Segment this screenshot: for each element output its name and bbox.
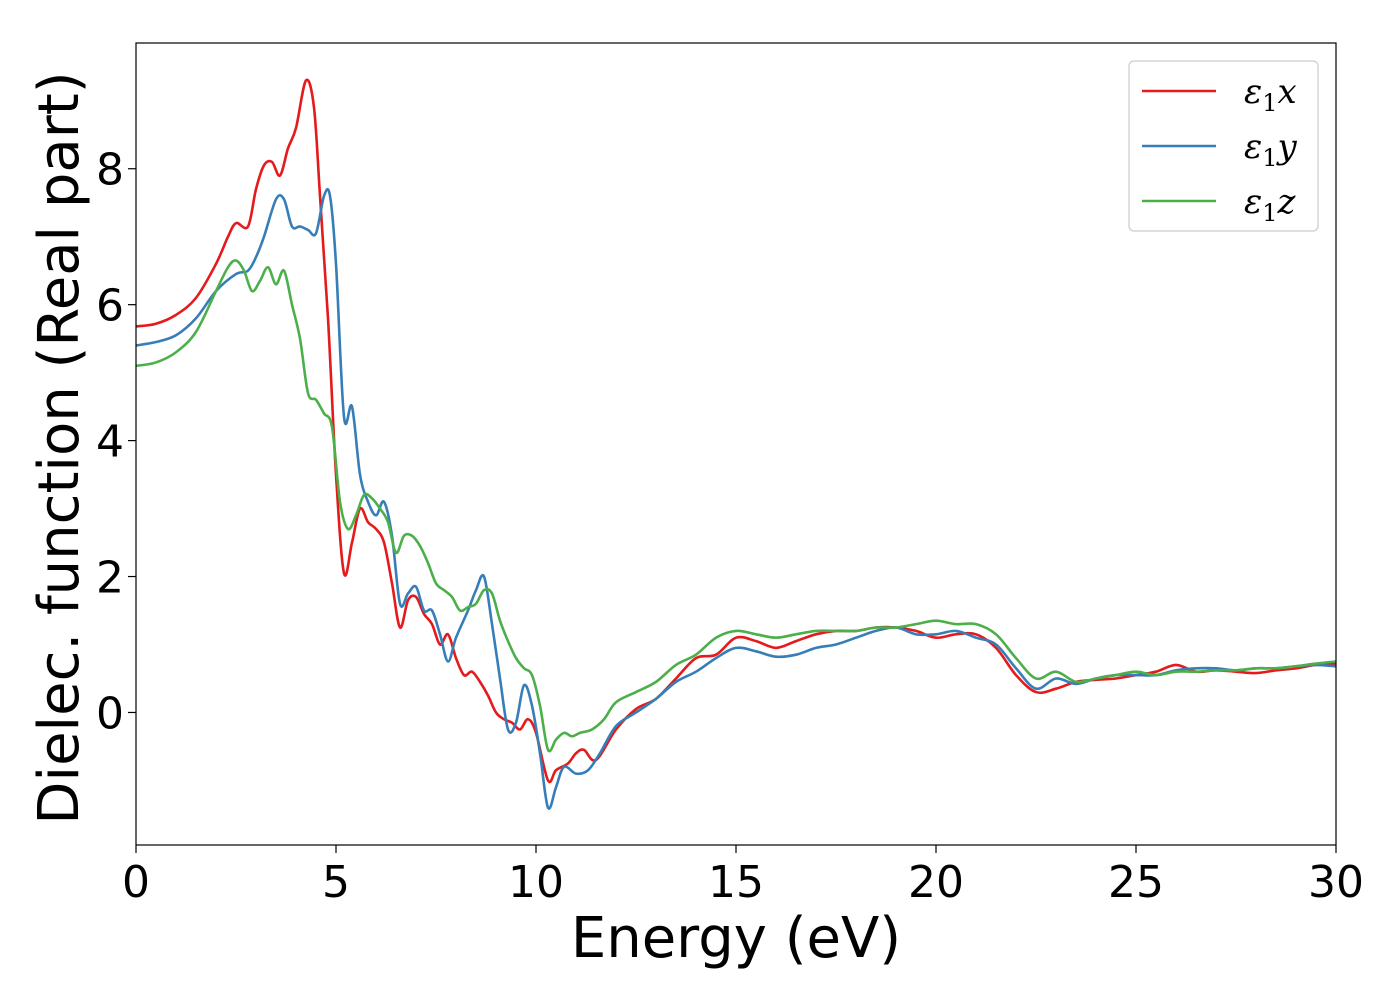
- legend-label-z: ε1z: [1244, 182, 1297, 227]
- series-line-y: [136, 188, 1336, 810]
- x-axis-ticks: 0 5 10 15 20 25 30: [122, 845, 1364, 908]
- x-tick-label: 20: [908, 857, 964, 908]
- y-tick-label: 0: [96, 688, 124, 739]
- y-tick-label: 8: [96, 145, 124, 196]
- y-tick-label: 2: [96, 553, 124, 604]
- series-line-z: [136, 259, 1336, 753]
- x-tick-label: 25: [1108, 857, 1164, 908]
- x-tick-label: 10: [508, 857, 564, 908]
- y-axis-title: Dielec. function (Real part): [27, 71, 92, 824]
- x-tick-label: 0: [122, 857, 150, 908]
- x-axis-title: Energy (eV): [571, 906, 901, 971]
- y-tick-label: 6: [96, 281, 124, 332]
- x-tick-label: 5: [322, 857, 350, 908]
- series-line-x: [136, 78, 1336, 784]
- x-tick-label: 30: [1308, 857, 1364, 908]
- legend-label-y: ε1y: [1244, 127, 1298, 172]
- y-axis-ticks: 0 2 4 6 8: [96, 145, 136, 739]
- series-lines: [136, 78, 1336, 810]
- legend: ε1x ε1y ε1z: [1128, 60, 1319, 232]
- legend-box: [1128, 60, 1319, 232]
- x-tick-label: 15: [708, 857, 764, 908]
- y-tick-label: 4: [96, 417, 124, 468]
- legend-label-x: ε1x: [1244, 72, 1297, 117]
